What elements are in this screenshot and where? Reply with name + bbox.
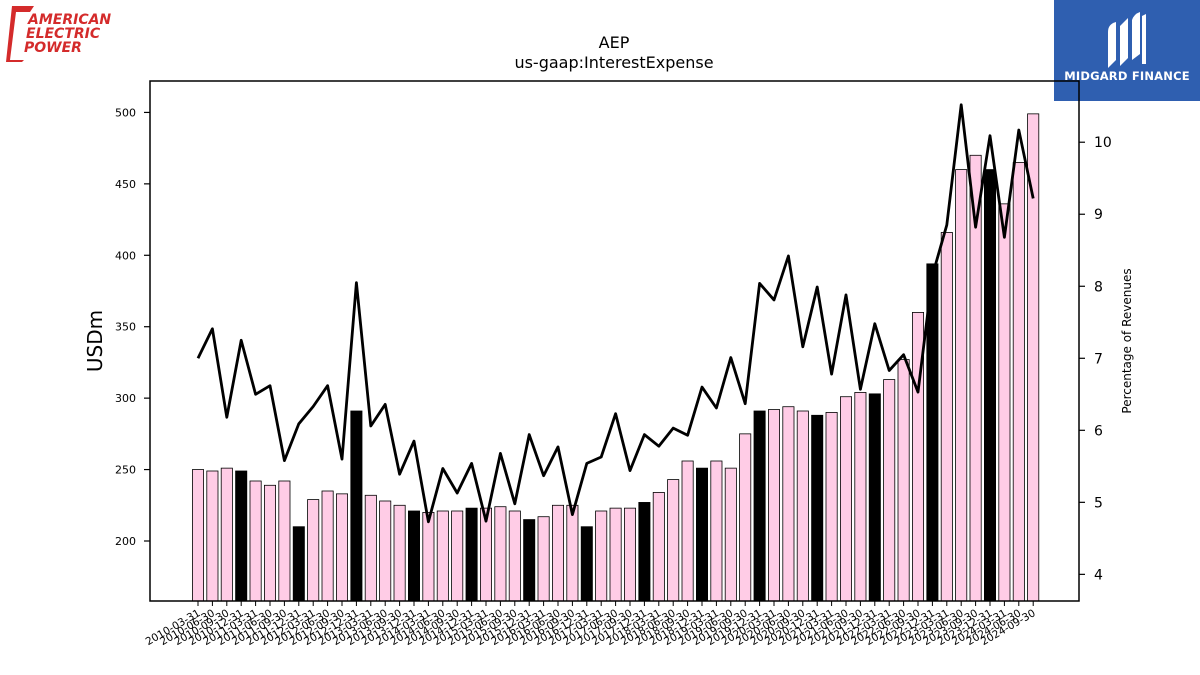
logo-line-2: ELECTRIC xyxy=(26,26,101,42)
y2-tick-label: 4 xyxy=(1094,567,1103,583)
bar-2017-03-31 xyxy=(595,510,608,602)
bar-2018-12-31 xyxy=(696,467,709,602)
bar-2019-09-30 xyxy=(739,433,752,602)
bar-2019-12-31 xyxy=(753,410,766,602)
y2-tick-label: 8 xyxy=(1094,279,1103,295)
y-axis-right: 4 5 6 7 8 9 10 xyxy=(1079,135,1112,583)
plot-frame xyxy=(149,80,1080,602)
y-tick-label: 350 xyxy=(115,321,136,334)
bar-2023-12-31 xyxy=(984,169,997,602)
bar-2017-06-30 xyxy=(609,507,622,602)
american-electric-power-logo: AMERICAN ELECTRIC POWER xyxy=(4,4,124,64)
y2-tick-label: 7 xyxy=(1094,351,1103,367)
bar-2010-03-31 xyxy=(191,469,204,602)
bar-2013-06-30 xyxy=(379,500,392,602)
bar-2010-12-31 xyxy=(235,470,248,602)
bar-2019-06-30 xyxy=(724,467,737,602)
chart-subtitle: us-gaap:InterestExpense xyxy=(514,53,713,72)
bar-2020-03-31 xyxy=(768,409,781,602)
bar-2016-06-30 xyxy=(552,504,565,602)
bar-2016-09-30 xyxy=(566,504,579,602)
bar-2011-12-31 xyxy=(292,526,305,602)
bar-2015-12-31 xyxy=(523,519,536,602)
y-tick-label: 450 xyxy=(115,178,136,191)
y-axis-label: USDm xyxy=(83,310,107,372)
logo-frame-icon xyxy=(6,6,34,62)
bar-2015-06-30 xyxy=(494,506,507,602)
y2-tick-label: 9 xyxy=(1094,207,1103,223)
logo-line-3: POWER xyxy=(24,40,82,56)
logo-line-1: AMERICAN xyxy=(27,12,111,28)
bar-2024-03-31 xyxy=(998,203,1011,602)
bar-2018-03-31 xyxy=(652,492,665,602)
bar-series xyxy=(191,113,1040,602)
bar-2021-03-31 xyxy=(825,412,838,602)
bar-2023-06-30 xyxy=(955,169,968,602)
bar-2020-09-30 xyxy=(796,410,809,602)
bar-2022-06-30 xyxy=(897,359,910,602)
bar-2016-03-31 xyxy=(537,516,550,602)
bar-2014-09-30 xyxy=(451,510,464,602)
y2-tick-label: 6 xyxy=(1094,423,1103,439)
y-tick-label: 500 xyxy=(115,106,136,119)
midgard-finance-wordmark: MIDGARD FINANCE xyxy=(1064,69,1190,83)
bar-2023-03-31 xyxy=(940,232,953,602)
bar-2021-06-30 xyxy=(840,396,853,602)
bar-2021-12-31 xyxy=(868,393,881,602)
y-tick-label: 200 xyxy=(115,535,136,548)
bar-2016-12-31 xyxy=(580,526,593,602)
y2-axis-label: Percentage of Revenues xyxy=(1120,268,1134,413)
bar-2013-03-31 xyxy=(364,494,377,602)
bar-2012-06-30 xyxy=(321,490,334,602)
y-tick-label: 300 xyxy=(115,392,136,405)
chart-title: AEP xyxy=(599,33,630,52)
bar-2017-12-31 xyxy=(638,502,651,602)
bar-2013-12-31 xyxy=(407,510,420,602)
bar-2012-12-31 xyxy=(350,410,363,602)
y2-tick-label: 10 xyxy=(1094,135,1112,151)
bar-2010-06-30 xyxy=(206,470,219,602)
y-axis-left: 200 250 300 350 400 450 500 xyxy=(115,106,150,548)
bar-2022-03-31 xyxy=(883,379,896,602)
bar-2013-09-30 xyxy=(393,504,406,602)
bar-2019-03-31 xyxy=(710,460,723,602)
bar-2014-12-31 xyxy=(465,507,478,602)
bar-2011-03-31 xyxy=(249,480,262,602)
bar-2010-09-30 xyxy=(220,467,233,602)
bar-2011-06-30 xyxy=(263,484,276,602)
bar-2020-12-31 xyxy=(811,414,824,602)
y-tick-label: 400 xyxy=(115,249,136,262)
x-axis: 2010-03-312010-06-302010-09-302010-12-31… xyxy=(144,601,1038,648)
bar-2020-06-30 xyxy=(782,406,795,602)
bar-2015-09-30 xyxy=(508,510,521,602)
bar-2024-06-30 xyxy=(1012,162,1025,602)
y2-tick-label: 5 xyxy=(1094,495,1103,511)
bar-2018-09-30 xyxy=(681,460,694,602)
y-tick-label: 250 xyxy=(115,464,136,477)
bar-2014-06-30 xyxy=(436,510,449,602)
bar-2018-06-30 xyxy=(667,479,680,602)
pct-revenues-line xyxy=(196,103,1035,524)
bar-2017-09-30 xyxy=(624,507,637,602)
bar-2024-09-30 xyxy=(1027,113,1040,602)
midgard-mark-icon xyxy=(1108,12,1146,68)
bar-2014-03-31 xyxy=(422,512,435,602)
bar-2021-09-30 xyxy=(854,392,867,602)
bar-2012-09-30 xyxy=(335,493,348,602)
bar-2012-03-31 xyxy=(307,499,320,602)
bar-2011-09-30 xyxy=(278,480,291,602)
line-series xyxy=(196,103,1035,524)
